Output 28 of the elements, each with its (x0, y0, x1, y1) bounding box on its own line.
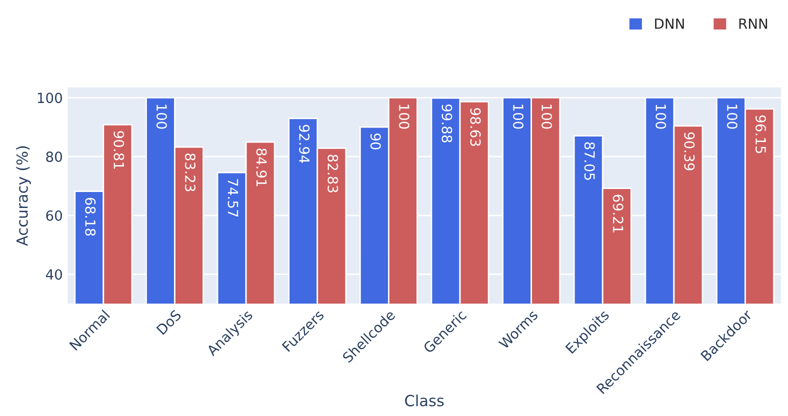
data-label: 100 (656, 104, 666, 129)
legend-label: RNN (739, 18, 768, 29)
data-label: 90.81 (114, 131, 124, 169)
data-label: 90 (370, 134, 381, 150)
data-label: 92.94 (299, 124, 310, 163)
data-label: 68.18 (85, 198, 96, 236)
x-axis-title: Class (405, 394, 444, 406)
data-label: 100 (726, 104, 738, 129)
data-label: 82.83 (328, 154, 338, 192)
data-label: 74.57 (228, 179, 238, 217)
y-tick-label: 40 (46, 269, 62, 280)
legend-label: DNN (655, 18, 684, 29)
data-label: 100 (398, 104, 410, 129)
data-label: 96.15 (755, 115, 766, 154)
data-label: 99.88 (442, 104, 452, 142)
data-label: 100 (156, 104, 167, 129)
data-label: 69.21 (612, 194, 624, 232)
y-tick-label: 100 (38, 92, 62, 104)
data-label: 84.91 (256, 148, 267, 186)
data-label: 100 (513, 104, 524, 129)
y-axis-title: Accuracy (%) (16, 146, 31, 246)
data-label: 83.23 (184, 154, 196, 192)
data-label: 90.39 (684, 132, 695, 170)
data-label: 100 (542, 104, 552, 129)
data-label: 98.63 (470, 108, 481, 146)
y-tick-label: 80 (46, 151, 62, 162)
y-tick-label: 60 (46, 210, 62, 221)
data-label: 87.05 (584, 142, 595, 180)
